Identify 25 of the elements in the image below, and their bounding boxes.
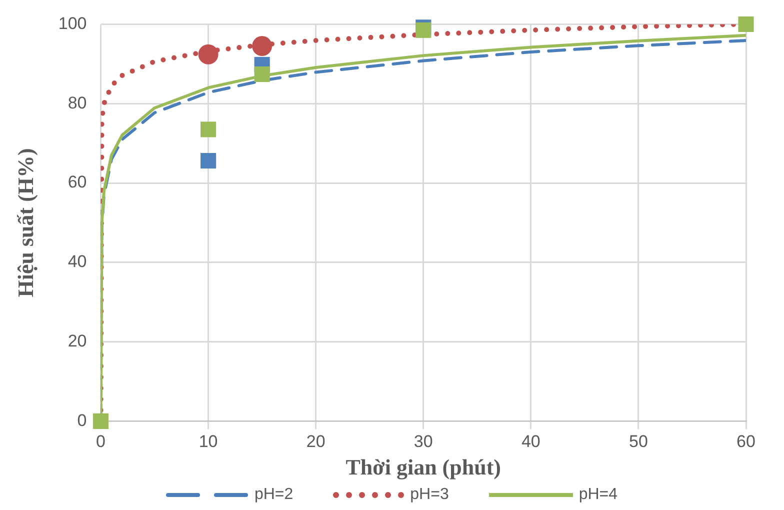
y-tick-label: 60 bbox=[68, 172, 87, 192]
x-tick-label: 60 bbox=[736, 432, 756, 452]
x-tick-label: 30 bbox=[414, 432, 433, 452]
point bbox=[92, 413, 109, 429]
x-tick-label: 40 bbox=[521, 432, 540, 452]
x-tick-label: 20 bbox=[306, 432, 326, 452]
legend-label: pH=2 bbox=[254, 486, 294, 504]
point bbox=[200, 122, 216, 138]
y-tick-label: 0 bbox=[77, 410, 87, 430]
legend-label: pH=3 bbox=[410, 486, 449, 504]
y-tick-label: 20 bbox=[68, 331, 87, 350]
point bbox=[254, 66, 270, 82]
point bbox=[198, 44, 218, 64]
point bbox=[738, 16, 754, 32]
y-tick-label: 100 bbox=[58, 14, 87, 33]
point bbox=[252, 36, 272, 56]
x-axis-title: Thời gian (phút) bbox=[346, 454, 502, 480]
y-tick-label: 40 bbox=[68, 252, 87, 272]
y-tick-label: 80 bbox=[68, 93, 87, 112]
point bbox=[200, 152, 216, 169]
x-tick-label: 0 bbox=[96, 432, 106, 452]
legend-label: pH=4 bbox=[578, 486, 618, 504]
y-axis-title: Hiệu suất (H%) bbox=[12, 148, 38, 298]
x-tick-label: 50 bbox=[629, 432, 648, 452]
x-tick-label: 10 bbox=[198, 432, 218, 452]
